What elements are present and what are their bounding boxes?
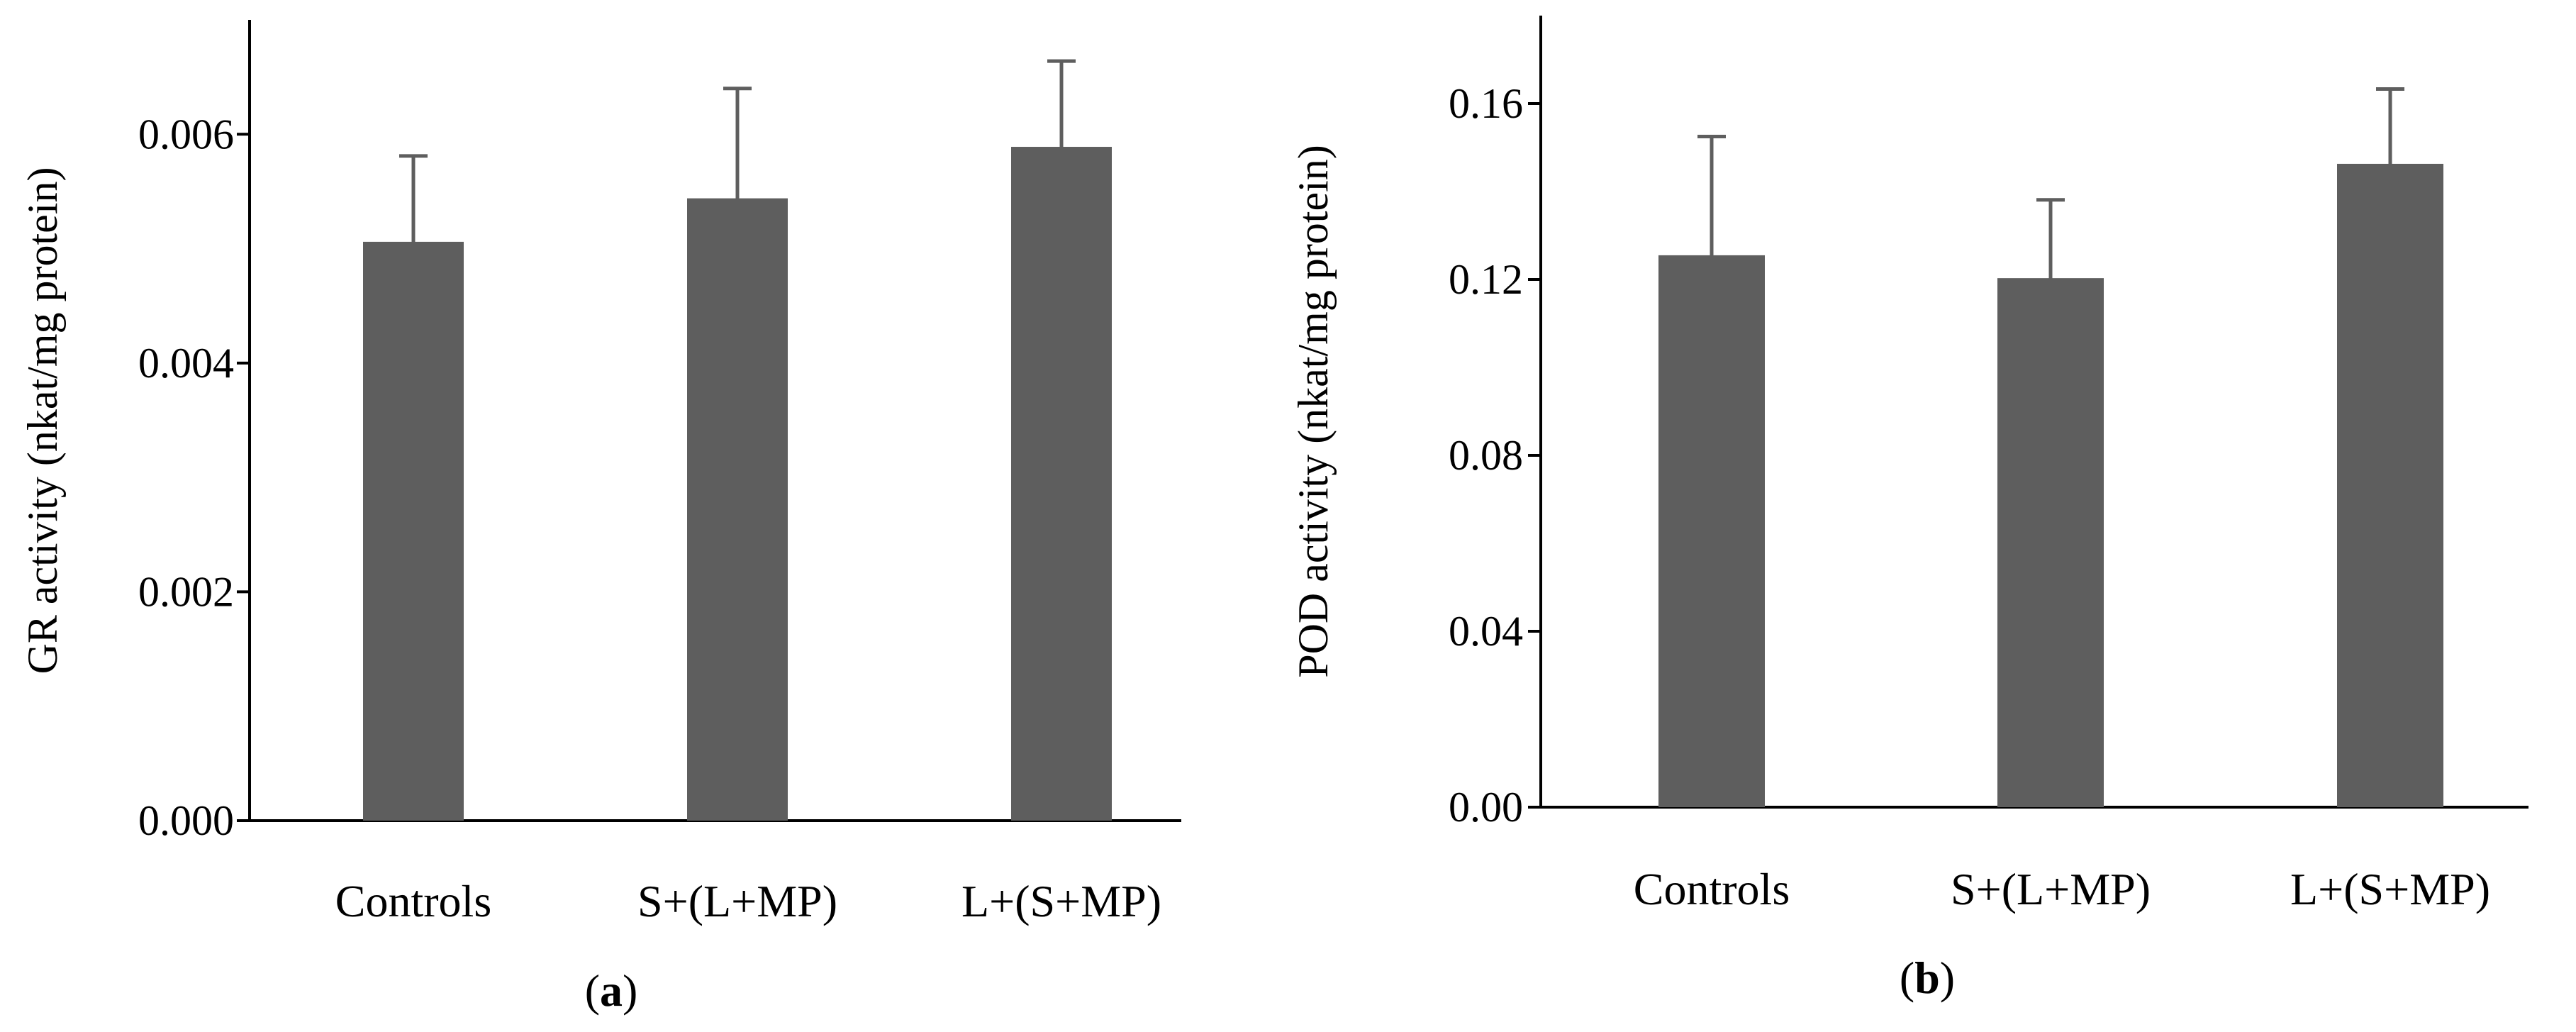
x-category-label: S+(L+MP)	[1951, 864, 2151, 914]
x-category-label: Controls	[335, 876, 491, 926]
x-category-label: L+(S+MP)	[961, 876, 1161, 926]
bar-L+(S+MP)	[1011, 147, 1112, 821]
bar-Controls	[363, 241, 464, 821]
chart-panel-a: 0.000 0.002 0.004 0.006 GR activity (nkat/mg…	[19, 20, 1181, 1016]
y-tick-label: 0.002	[138, 568, 234, 615]
y-tick-label: 0.08	[1449, 432, 1523, 479]
y-tick-label: 0.00	[1449, 784, 1523, 831]
y-tick-label: 0.04	[1449, 608, 1523, 655]
error-bar	[2376, 87, 2404, 240]
x-category-label: Controls	[1634, 864, 1790, 914]
y-tick-label: 0.16	[1449, 80, 1523, 127]
error-bar	[399, 154, 428, 330]
y-tick-label: 0.006	[138, 111, 234, 157]
y-tick-label: 0.12	[1449, 256, 1523, 303]
error-bar	[2036, 198, 2065, 358]
y-axis-label: POD activity (nkat/mg protein)	[1290, 145, 1337, 678]
error-bar	[723, 87, 752, 310]
chart-panel-b: 0.00 0.04 0.08 0.12 0.16 POD activity (nkat/m…	[1290, 16, 2528, 1003]
y-tick-label: 0.004	[138, 340, 234, 387]
panel-label: (b)	[1900, 953, 1955, 1003]
y-axis-label: GR activity (nkat/mg protein)	[19, 167, 66, 675]
bar-S+(L+MP)	[1997, 278, 2104, 807]
bar-L+(S+MP)	[2337, 163, 2443, 807]
x-category-label: L+(S+MP)	[2290, 864, 2490, 914]
error-bar	[1697, 135, 1726, 376]
error-bar	[1047, 59, 1076, 235]
panel-label: (a)	[585, 965, 638, 1016]
y-tick-label: 0.000	[138, 797, 234, 844]
x-category-label: S+(L+MP)	[637, 876, 837, 926]
